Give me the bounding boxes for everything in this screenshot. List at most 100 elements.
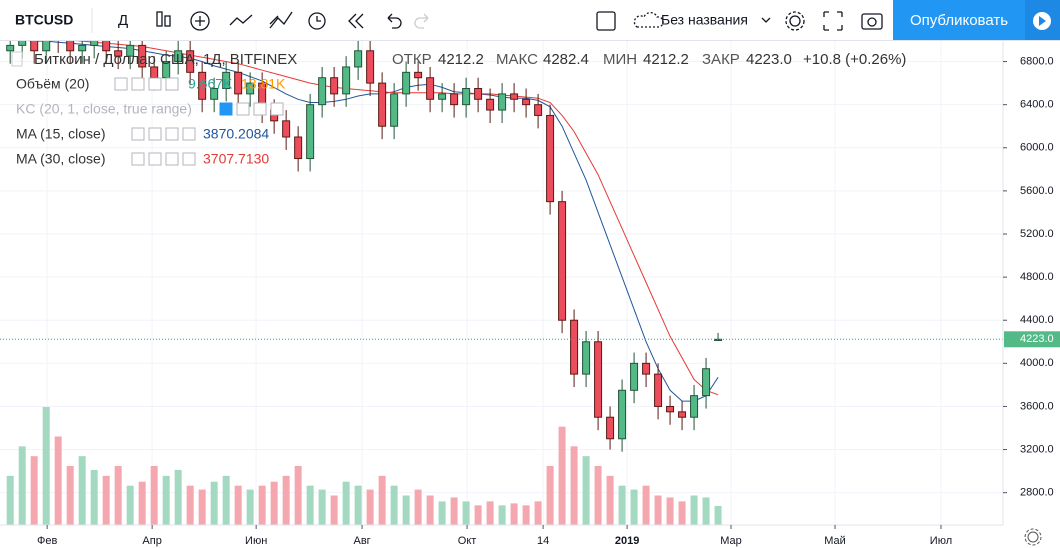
fullscreen-icon[interactable] <box>823 11 843 31</box>
layout-icon[interactable] <box>596 11 616 31</box>
candle-body <box>678 411 687 418</box>
legend: Биткоин / Доллар США, 1Д, BITFINEX ОТКР … <box>11 51 906 167</box>
button[interactable] <box>219 102 233 116</box>
volume-bar <box>222 475 230 525</box>
candle-body <box>450 93 459 106</box>
candle-body <box>486 98 495 111</box>
ohlc-value: 4212.2 <box>643 51 689 68</box>
candle-body <box>654 373 663 407</box>
candle-body <box>30 41 39 52</box>
candle-body <box>666 405 675 413</box>
settings-icon[interactable] <box>789 15 801 27</box>
candle-body <box>606 416 615 440</box>
ohlc-label: МАКС <box>496 51 538 68</box>
axes: 2800.0 3200.0 3600.0 4000.0 4400.0 4800.0 5200… <box>0 41 1060 547</box>
x-tick-label: 14 <box>537 535 549 547</box>
legend-buttons <box>114 77 284 166</box>
layout-name[interactable]: Без названия <box>661 12 748 28</box>
x-tick-label: Окт <box>458 535 477 547</box>
ma-legend[interactable]: MA (15, close) <box>16 126 105 142</box>
button[interactable] <box>114 77 128 91</box>
button[interactable] <box>253 102 267 116</box>
button[interactable] <box>148 152 162 166</box>
undo-icon[interactable] <box>387 13 402 29</box>
button[interactable] <box>165 152 179 166</box>
button[interactable] <box>131 77 145 91</box>
candle-body <box>582 341 591 375</box>
candle-body <box>210 88 219 100</box>
axis-settings-icon[interactable] <box>1027 531 1039 543</box>
volume-bar <box>486 501 494 525</box>
candle-body <box>42 41 51 52</box>
volume-bar <box>714 505 722 525</box>
volume-bar <box>270 481 278 525</box>
candle-body <box>414 71 423 79</box>
button[interactable] <box>165 127 179 141</box>
candle-body <box>330 77 339 95</box>
dropdown-icon[interactable] <box>761 17 771 23</box>
y-tick-label: 4000.0 <box>1020 357 1054 369</box>
x-tick-label: Фев <box>37 535 57 547</box>
volume-bar <box>186 485 194 525</box>
ma-legend[interactable]: MA (30, close) <box>16 151 105 167</box>
x-tick-label: Апр <box>142 535 161 547</box>
volume-bar <box>702 497 710 525</box>
volume-bar <box>510 503 518 525</box>
y-tick-label: 6000.0 <box>1020 142 1054 154</box>
volume-bar <box>546 466 554 525</box>
button[interactable] <box>236 102 250 116</box>
volume-bar <box>438 501 446 525</box>
candle-body <box>618 389 627 440</box>
indicator-icon[interactable] <box>190 11 210 31</box>
button[interactable] <box>131 127 145 141</box>
volume-bar <box>342 481 350 525</box>
alert-icon[interactable] <box>308 12 326 30</box>
y-tick-label: 3200.0 <box>1020 443 1054 455</box>
candle-icon[interactable] <box>156 11 163 27</box>
candle-body <box>306 104 315 160</box>
candle-body <box>282 120 291 138</box>
volume-legend[interactable]: Объём (20) <box>16 76 89 92</box>
y-tick-label: 6400.0 <box>1020 99 1054 111</box>
candle-body <box>366 50 375 84</box>
y-tick-label: 6800.0 <box>1020 55 1054 67</box>
replay-icon[interactable] <box>348 13 364 29</box>
button[interactable] <box>182 127 196 141</box>
symbol[interactable]: BTCUSD <box>15 12 73 28</box>
toolbar-icons <box>156 11 883 31</box>
volume-bar <box>462 501 470 525</box>
button[interactable] <box>270 102 284 116</box>
button[interactable] <box>165 77 179 91</box>
interval[interactable]: Д <box>118 12 128 29</box>
candle-icon[interactable] <box>164 15 171 27</box>
redo-icon[interactable] <box>414 13 429 29</box>
volume-bar <box>294 466 302 525</box>
button[interactable] <box>148 77 162 91</box>
collapse-icon[interactable] <box>11 51 23 67</box>
candle-body <box>702 368 711 397</box>
volume-bar <box>162 475 170 525</box>
toolbar-bg <box>0 0 1060 40</box>
volume-bar <box>246 489 254 525</box>
volume-bar <box>126 485 134 525</box>
volume-bar <box>642 485 650 525</box>
indicator-legend[interactable]: KC (20, 1, close, true range) <box>16 101 192 117</box>
x-tick-label: Мар <box>720 535 742 547</box>
button[interactable] <box>182 152 196 166</box>
volume-bar <box>198 489 206 525</box>
snapshot-icon[interactable] <box>861 13 883 30</box>
draw-icon[interactable] <box>229 14 253 26</box>
button[interactable] <box>131 152 145 166</box>
publish-button[interactable] <box>893 0 1025 40</box>
volume-bar <box>570 446 578 525</box>
button[interactable] <box>148 127 162 141</box>
cloud-icon[interactable] <box>633 11 664 28</box>
candle-body <box>570 319 579 375</box>
ma-value: 3707.7130 <box>203 151 269 167</box>
compare-icon[interactable] <box>269 11 293 29</box>
x-tick-label: Май <box>824 535 846 547</box>
volume-bar <box>630 489 638 525</box>
volume-bar <box>66 466 74 525</box>
publish-label[interactable]: Опубликовать <box>910 12 1008 29</box>
candle-body <box>342 66 351 95</box>
